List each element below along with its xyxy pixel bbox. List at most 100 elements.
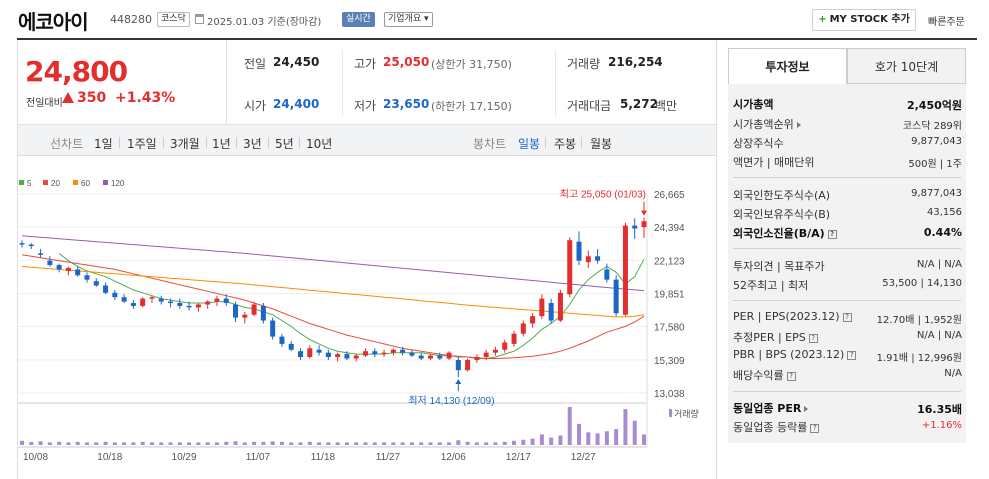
period-1d[interactable]: 1일 [94,137,113,151]
candle-body [353,355,359,359]
invest-label[interactable]: 동일업종 PER [733,400,809,416]
volume-bar [75,441,80,445]
invest-label-text: PBR | BPS (2023.12) [733,348,845,361]
tab-orderbook[interactable]: 호가 10단계 [847,48,966,84]
volume-bar [428,442,433,445]
candle-body [585,256,591,263]
period-monthly[interactable]: 월봉 [590,137,613,151]
invest-label-text: 외국인한도주식수(A) [733,189,831,202]
volume-bar [103,441,108,445]
y-tick-label: 22,123 [654,256,685,267]
volume-bar [502,441,507,445]
period-10y[interactable]: 10년 [306,137,333,151]
invest-label[interactable]: 시가총액순위 [733,116,801,132]
invest-label[interactable]: PER | EPS(2023.12)? [733,310,852,323]
volume-bar [400,442,405,445]
invest-label: 시가총액 [733,96,773,112]
metric-divider [342,50,343,116]
volume-bar [419,442,424,445]
prev-close-label: 전일 [244,57,267,71]
invest-label-text: 외국인소진율(B/A) [733,227,825,240]
volume-bar [437,442,442,445]
volume-bar [567,407,572,445]
period-separator [236,137,237,148]
candle-body [604,269,610,280]
candle-body [530,316,536,324]
invest-value: 1.91배 | 12,996원 [876,353,962,364]
volume-bar [344,442,349,445]
company-code: 448280 [110,13,152,26]
invest-label[interactable]: PBR | BPS (2023.12)? [733,348,857,361]
volume-bar [391,442,396,445]
invest-label: 액면가 | 매매단위 [733,154,815,170]
period-1w[interactable]: 1주일 [127,137,157,151]
x-tick-label: 10/08 [23,452,48,463]
volume-bar [187,442,192,445]
calendar-icon [195,14,204,24]
invest-label-text: 배당수익률 [733,369,784,382]
invest-label-text: 52주최고 | 최저 [733,279,809,292]
tab-invest-info[interactable]: 투자정보 [728,48,847,84]
volume-bar [252,441,257,445]
candle-body [56,265,62,270]
ma-120-line [21,235,645,292]
invest-label[interactable]: 동일업종 등락률? [733,419,820,435]
help-icon[interactable]: ? [786,371,796,381]
chevron-right-icon[interactable] [804,406,809,412]
high-price-note: 최고 25,050 (01/03) [560,189,646,201]
volume-bar [38,441,43,445]
add-mystock-button[interactable]: + MY STOCK 추가 [812,9,916,31]
company-name: 에코아이 [18,10,89,34]
line-chart-label: 선차트 [50,137,84,151]
x-tick-label: 12/06 [441,452,466,463]
price-chart[interactable]: 5 20 60 120 거래량 26,665 24,394 22,123 19,851 17,… [17,178,717,479]
period-separator [119,137,120,148]
panel-divider [733,248,961,249]
candle-body [492,349,498,353]
quick-order-link[interactable]: 빠른주문 [928,17,965,28]
candle-body [418,355,424,359]
invest-value: 53,500 | 14,130 [882,278,962,289]
invest-label[interactable]: 배당수익률? [733,367,796,383]
volume-bar [409,442,414,445]
metric-divider [555,50,556,116]
volume-bar [298,442,303,445]
invest-label[interactable]: 외국인소진율(B/A)? [733,225,837,241]
period-separator [299,137,300,148]
candle-body [344,354,350,359]
volume-bar [521,439,526,445]
ma-20-line [21,254,645,359]
candle-chart-label: 봉차트 [473,137,507,151]
period-3m[interactable]: 3개월 [170,137,200,151]
period-daily[interactable]: 일봉 [518,137,541,151]
candle-body [409,352,415,356]
help-icon[interactable]: ? [810,423,820,433]
invest-label[interactable]: 추정PER | EPS? [733,329,818,345]
candle-body [195,304,201,308]
chevron-right-icon[interactable] [796,122,801,128]
period-3y[interactable]: 3년 [243,137,262,151]
volume-bar [484,442,489,445]
realtime-button[interactable]: 실시간 [342,12,375,27]
candle-body [335,354,341,358]
volume-bar [20,440,24,445]
help-icon[interactable]: ? [842,312,852,322]
trade-amount-label: 거래대금 [567,99,612,113]
volume-bar [474,442,479,445]
volume-bar [307,441,312,445]
candle-body [121,297,127,302]
period-5y[interactable]: 5년 [275,137,294,151]
help-icon[interactable]: ? [847,350,857,360]
period-1y[interactable]: 1년 [212,137,231,151]
y-tick-label: 24,394 [654,223,685,234]
help-icon[interactable]: ? [827,229,837,239]
current-price: 24,800 [25,55,128,88]
company-overview-dropdown[interactable]: 기업개요 ▾ [384,12,433,27]
legend-label: 60 [81,179,90,188]
volume-bar [122,442,127,445]
candle-body [260,305,266,321]
help-icon[interactable]: ? [808,333,818,343]
candle-body [632,225,638,229]
period-weekly[interactable]: 주봉 [554,137,577,151]
candle-body [75,269,81,276]
